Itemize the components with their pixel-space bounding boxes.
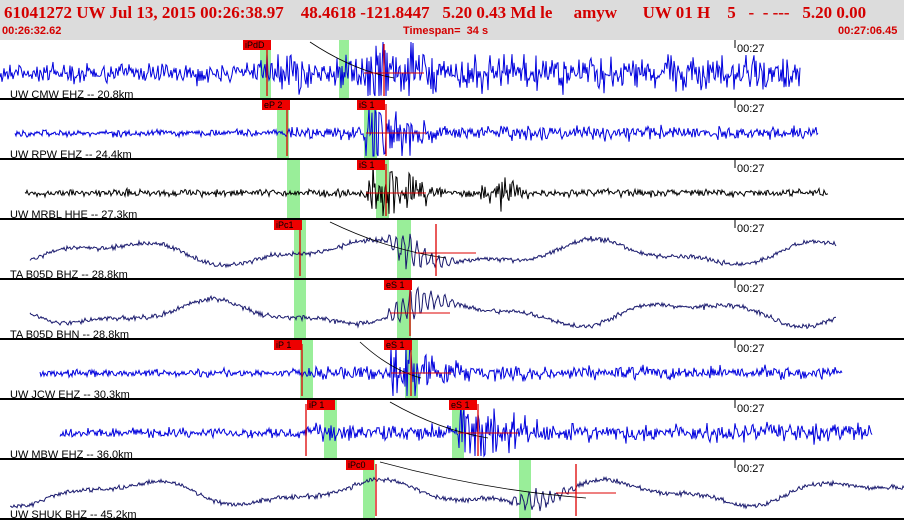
p-pick-window	[363, 460, 375, 518]
pick-label: iPc1	[276, 220, 294, 230]
trace-label: UW CMW EHZ -- 20.8km	[10, 89, 133, 101]
s-pick-window	[397, 280, 411, 338]
waveform-trace[interactable]	[10, 476, 904, 512]
p-pick-box	[307, 400, 335, 410]
p-pick-box	[262, 100, 290, 110]
travel-time-curve	[359, 341, 422, 379]
waveform-trace[interactable]	[59, 401, 873, 458]
time-tick-label: 00:27	[737, 283, 765, 295]
time-tick-label: 00:27	[737, 43, 765, 55]
trace-label: TA B05D BHN -- 28.8km	[10, 329, 129, 341]
waveform-trace[interactable]	[29, 286, 837, 330]
start-time: 00:26:32.62	[2, 25, 62, 37]
trace-label: UW JCW EHZ -- 30.3km	[10, 389, 130, 401]
timespan-label: Timespan= 34 s	[403, 25, 489, 37]
pick-label: eP 2	[264, 100, 282, 110]
time-tick-label: 00:27	[737, 223, 765, 235]
pick-label: eS 1	[386, 340, 405, 350]
time-tick-label: 00:27	[737, 463, 765, 475]
trace-label: TA B05D BHZ -- 28.8km	[10, 269, 128, 281]
s-pick-box	[357, 100, 385, 110]
pick-label: iS 1	[359, 160, 375, 170]
pick-label: iS 1	[359, 100, 375, 110]
s-pick-box	[384, 280, 412, 290]
waveform-trace[interactable]	[0, 41, 801, 97]
pick-label: eS 1	[451, 400, 470, 410]
p-pick-box	[243, 40, 271, 50]
trace-label: UW MBW EHZ -- 36.0km	[10, 449, 133, 461]
waveform-trace[interactable]	[24, 162, 829, 217]
time-tick-label: 00:27	[737, 163, 765, 175]
p-pick-window	[277, 100, 289, 158]
p-pick-window	[294, 280, 306, 338]
s-pick-window	[339, 40, 349, 98]
p-pick-box	[274, 220, 302, 230]
waveform-trace[interactable]	[39, 341, 843, 397]
event-title: 61041272 UW Jul 13, 2015 00:26:38.97 48.…	[4, 3, 867, 22]
p-pick-box	[274, 340, 302, 350]
travel-time-curve	[309, 41, 395, 79]
s-pick-window	[364, 100, 377, 158]
end-time: 00:27:06.45	[838, 25, 898, 37]
seismogram-plot[interactable]: 00:27 iPdD UW CMW EHZ -- 20.8km 00:27 eP 2 iS…	[0, 40, 904, 520]
s-pick-window	[397, 220, 411, 278]
s-pick-box	[384, 340, 412, 350]
s-pick-box	[357, 160, 385, 170]
p-pick-box	[346, 460, 374, 470]
time-tick-label: 00:27	[737, 103, 765, 115]
pick-label: iP 1	[276, 340, 291, 350]
s-pick-window	[519, 460, 531, 518]
p-pick-window	[300, 340, 313, 398]
pick-label: eS 1	[386, 280, 405, 290]
header-bar: 61041272 UW Jul 13, 2015 00:26:38.97 48.…	[0, 0, 904, 40]
waveform-trace[interactable]	[29, 233, 837, 270]
pick-label: iP 1	[309, 400, 324, 410]
trace-label: UW SHUK BHZ -- 45.2km	[10, 509, 137, 520]
trace-label: UW RPW EHZ -- 24.4km	[10, 149, 132, 161]
pick-label: iPc0	[348, 460, 366, 470]
time-tick-label: 00:27	[737, 403, 765, 415]
travel-time-curve	[379, 461, 587, 499]
s-pick-box	[449, 400, 477, 410]
time-tick-label: 00:27	[737, 343, 765, 355]
pick-label: iPdD	[245, 40, 265, 50]
travel-time-curve	[329, 221, 447, 259]
p-pick-window	[287, 160, 300, 218]
trace-label: UW MRBL HHE -- 27.3km	[10, 209, 137, 221]
waveform-trace[interactable]	[14, 106, 819, 157]
